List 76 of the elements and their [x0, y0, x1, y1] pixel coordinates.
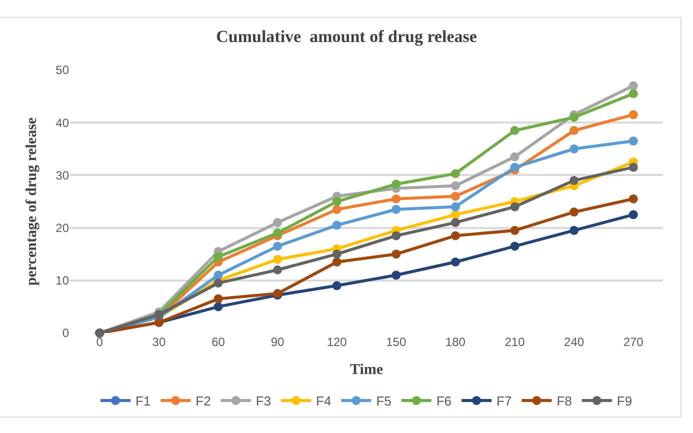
- point: [570, 112, 579, 122]
- point: [214, 302, 223, 312]
- legend-label: F8: [556, 394, 572, 409]
- point: [214, 252, 223, 262]
- legend-label: F9: [616, 394, 632, 409]
- point: [392, 180, 401, 189]
- point: [392, 231, 401, 240]
- point: [332, 197, 342, 206]
- x-tick-label: 270: [623, 335, 644, 349]
- point: [570, 144, 579, 154]
- point: [214, 270, 223, 280]
- x-tick-label: 30: [152, 335, 166, 349]
- legend-label: F3: [256, 394, 272, 409]
- point: [450, 181, 460, 190]
- point: [332, 204, 342, 214]
- point: [628, 194, 638, 204]
- point: [570, 208, 579, 217]
- point: [628, 136, 638, 146]
- point: [392, 194, 401, 204]
- point: [214, 278, 223, 288]
- point: [570, 126, 579, 135]
- point: [450, 192, 460, 201]
- legend-label: F7: [496, 394, 512, 409]
- point: [628, 110, 638, 120]
- point: [273, 228, 282, 238]
- y-tick-label: 30: [56, 168, 70, 182]
- chart-title: Cumulative amount of drug release: [216, 27, 478, 46]
- point: [392, 270, 401, 280]
- point: [450, 169, 460, 178]
- legend-label: F6: [436, 394, 452, 409]
- point: [628, 210, 638, 220]
- point: [510, 162, 520, 172]
- point: [510, 226, 520, 235]
- x-axis-title: Time: [350, 362, 384, 378]
- x-tick-label: 210: [504, 335, 526, 349]
- point: [450, 218, 460, 228]
- point: [628, 162, 638, 172]
- point: [628, 81, 638, 90]
- point: [450, 231, 460, 240]
- point: [570, 226, 579, 235]
- point: [273, 265, 282, 274]
- point: [450, 202, 460, 212]
- point: [273, 242, 282, 251]
- x-tick-label: 60: [212, 335, 226, 349]
- x-tick-label: 150: [386, 335, 406, 349]
- x-tick-label: 120: [326, 335, 348, 349]
- point: [510, 152, 520, 162]
- legend-label: F2: [196, 394, 211, 409]
- point: [332, 250, 342, 259]
- x-tick-label: 0: [96, 335, 104, 349]
- legend-label: F5: [376, 394, 392, 409]
- point: [332, 281, 342, 290]
- point: [450, 210, 460, 220]
- point: [392, 204, 401, 214]
- legend-label: F1: [136, 394, 151, 409]
- point: [273, 254, 282, 264]
- point: [570, 176, 579, 185]
- point: [214, 294, 223, 304]
- x-tick-label: 240: [564, 335, 584, 349]
- point: [510, 202, 520, 212]
- y-tick-label: 40: [56, 116, 70, 130]
- x-tick-label: 180: [445, 335, 466, 349]
- point: [450, 257, 460, 266]
- point: [510, 242, 520, 251]
- point: [332, 257, 342, 266]
- point: [273, 218, 282, 228]
- x-tick-label: 90: [270, 335, 285, 349]
- point: [628, 89, 638, 98]
- y-tick-label: 20: [56, 221, 70, 235]
- y-tick-label: 50: [56, 63, 70, 78]
- point: [510, 126, 520, 135]
- y-tick-label: 10: [56, 274, 70, 288]
- point: [392, 250, 401, 259]
- legend-label: F4: [316, 394, 332, 409]
- y-axis-title: percentage of drug release: [24, 117, 40, 286]
- point: [332, 220, 342, 230]
